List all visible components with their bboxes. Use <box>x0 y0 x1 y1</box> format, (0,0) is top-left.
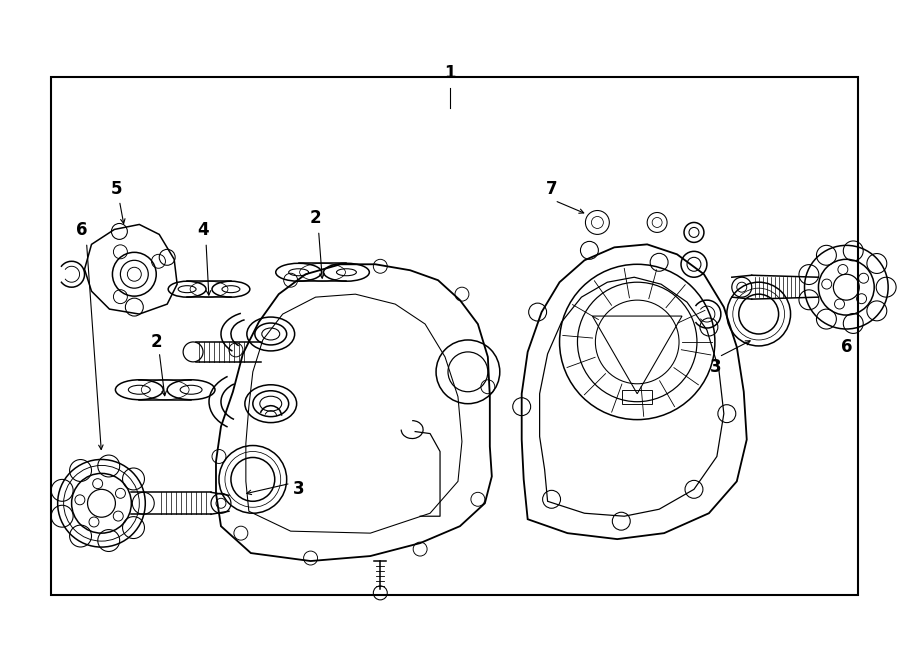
Text: 2: 2 <box>150 333 162 351</box>
Text: 7: 7 <box>545 179 557 197</box>
Text: 3: 3 <box>710 358 722 376</box>
Text: 1: 1 <box>445 64 455 82</box>
Text: 2: 2 <box>310 209 321 228</box>
Text: 4: 4 <box>197 221 209 240</box>
Bar <box>51 77 858 594</box>
Text: 6: 6 <box>76 221 87 240</box>
Text: 3: 3 <box>292 481 304 498</box>
Text: 6: 6 <box>841 338 852 356</box>
Text: 5: 5 <box>111 179 122 197</box>
